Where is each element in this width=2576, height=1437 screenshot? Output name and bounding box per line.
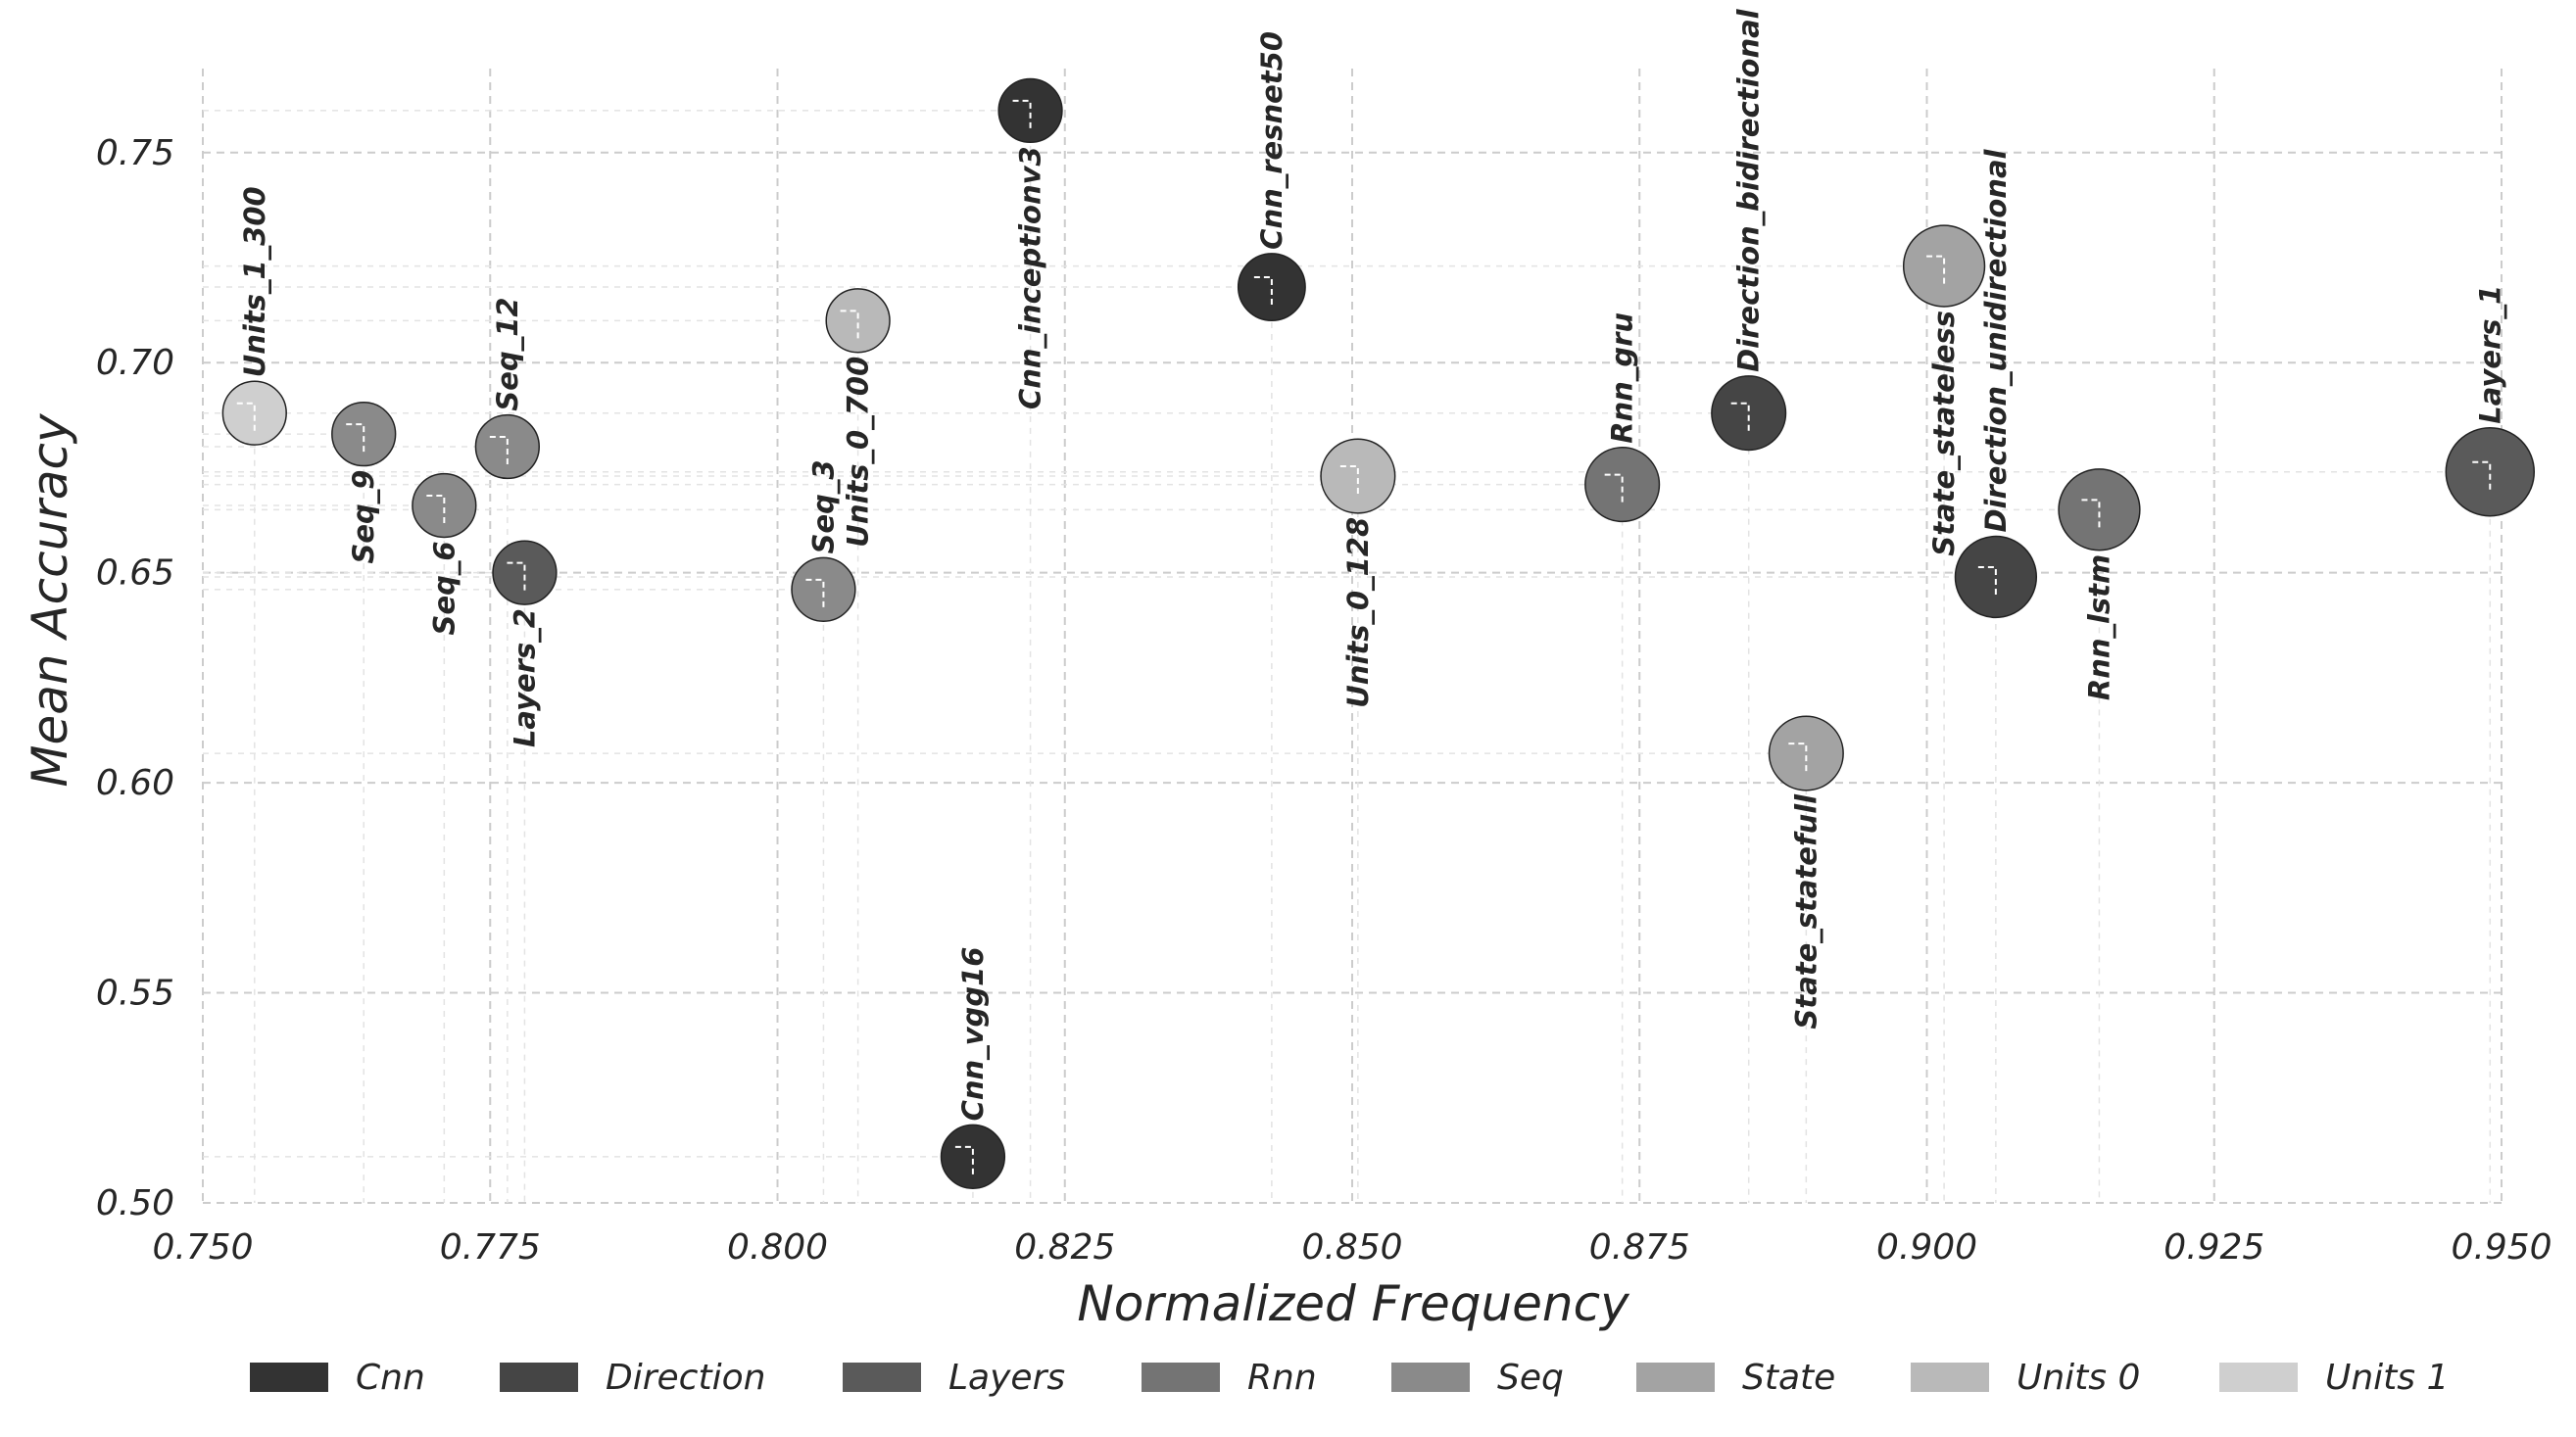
legend-swatch (2219, 1363, 2298, 1392)
data-point (997, 77, 1063, 144)
legend-label: Layers (948, 1358, 1065, 1398)
x-tick-label: 0.825 (1014, 1227, 1115, 1268)
point-label: Units_0_700 (842, 357, 875, 548)
point-marker (507, 561, 526, 595)
point-label: Rnn_gru (1606, 312, 1639, 444)
point-label: Rnn_lstm (2082, 554, 2115, 700)
x-tick-label: 0.900 (1876, 1227, 1977, 1268)
legend-swatch (500, 1363, 578, 1392)
data-point (791, 556, 856, 622)
data-point (1320, 438, 1396, 514)
point-marker (236, 402, 256, 435)
x-tick-label: 0.750 (152, 1227, 253, 1268)
data-points (221, 77, 2536, 1189)
data-point (1954, 535, 2038, 619)
point-label: Units_1_300 (238, 186, 271, 377)
point-label: Cnn_vgg16 (956, 947, 990, 1122)
y-tick-label: 0.55 (96, 974, 174, 1014)
x-tick-label: 0.925 (2163, 1227, 2264, 1268)
point-marker (954, 1145, 974, 1178)
point-labels: Units_1_300 Seq_9 Seq_6 Seq_12 Layers_2 Seq_3… (238, 8, 2506, 1121)
point-marker (1788, 742, 1808, 776)
data-point (412, 472, 477, 539)
data-point (1237, 253, 1306, 321)
legend-label: Units 0 (2017, 1358, 2140, 1398)
point-label: Layers_1 (2473, 285, 2506, 424)
point-label: State_stateless (1927, 311, 1961, 556)
x-tick-label: 0.950 (2451, 1227, 2552, 1268)
data-point (2058, 468, 2141, 551)
point-marker (489, 436, 509, 468)
point-marker (426, 495, 446, 528)
legend-swatch (250, 1363, 328, 1392)
data-point (825, 288, 891, 354)
legend-swatch (1911, 1363, 1989, 1392)
legend: Cnn Direction Layers Rnn Seq State Units 0 Unit… (250, 1358, 2449, 1398)
point-label: Seq_6 (427, 541, 461, 635)
legend-label: Rnn (1247, 1358, 1317, 1398)
point-marker (805, 578, 825, 611)
point-label: Seq_12 (491, 297, 524, 410)
x-tick-label: 0.775 (440, 1227, 541, 1268)
legend-label: Seq (1497, 1358, 1564, 1398)
point-label: Direction_unidirectional (1979, 148, 2013, 532)
point-marker (1012, 99, 1032, 132)
y-axis-title: Mean Accuracy (22, 412, 78, 788)
data-point (492, 540, 558, 605)
data-point (2445, 426, 2536, 517)
data-point (1584, 447, 1661, 523)
y-tick-label: 0.70 (96, 343, 174, 383)
point-label: Cnn_resnet50 (1255, 31, 1288, 250)
point-marker (2472, 460, 2492, 494)
legend-swatch (1636, 1363, 1715, 1392)
point-label: Layers_2 (508, 608, 541, 747)
data-point (331, 401, 397, 467)
data-point (1711, 375, 1787, 452)
point-marker (2081, 499, 2101, 532)
y-tick-label: 0.50 (96, 1183, 174, 1223)
x-tick-label: 0.875 (1589, 1227, 1690, 1268)
point-label: State_statefull (1789, 793, 1823, 1030)
point-marker (840, 310, 859, 343)
data-point (940, 1124, 1006, 1189)
point-label: Cnn_inceptionv3 (1014, 146, 1047, 409)
point-marker (1977, 565, 1997, 599)
data-point (1768, 715, 1844, 791)
data-point (221, 380, 287, 446)
point-label: Units_0_128 (1341, 517, 1375, 708)
y-tick-label: 0.65 (96, 553, 174, 594)
y-tick-label: 0.75 (96, 133, 174, 173)
guide-lines (203, 110, 2492, 1203)
point-label: Seq_9 (347, 470, 380, 564)
x-axis-title: Normalized Frequency (1077, 1275, 1630, 1332)
data-point (1902, 224, 1986, 308)
legend-label: Direction (606, 1358, 765, 1398)
point-marker (346, 423, 365, 456)
data-point (474, 413, 540, 480)
legend-swatch (1142, 1363, 1220, 1392)
point-label: Seq_3 (806, 459, 840, 553)
grid (202, 69, 2503, 1204)
x-axis-ticks: 0.750 0.775 0.800 0.825 0.850 0.875 0.900 0.925… (152, 1227, 2552, 1268)
point-marker (1253, 276, 1273, 310)
legend-label: State (1742, 1358, 1835, 1398)
legend-swatch (843, 1363, 921, 1392)
legend-swatch (1391, 1363, 1470, 1392)
point-marker (1339, 465, 1359, 499)
x-tick-label: 0.850 (1301, 1227, 1402, 1268)
y-axis-ticks: 0.50 0.55 0.60 0.65 0.70 0.75 (96, 133, 174, 1223)
point-marker (1926, 255, 1946, 288)
x-tick-label: 0.800 (727, 1227, 828, 1268)
point-label: Direction_bidirectional (1732, 8, 1766, 372)
legend-label: Units 1 (2325, 1358, 2449, 1398)
y-tick-label: 0.60 (96, 763, 174, 803)
legend-label: Cnn (356, 1358, 425, 1398)
